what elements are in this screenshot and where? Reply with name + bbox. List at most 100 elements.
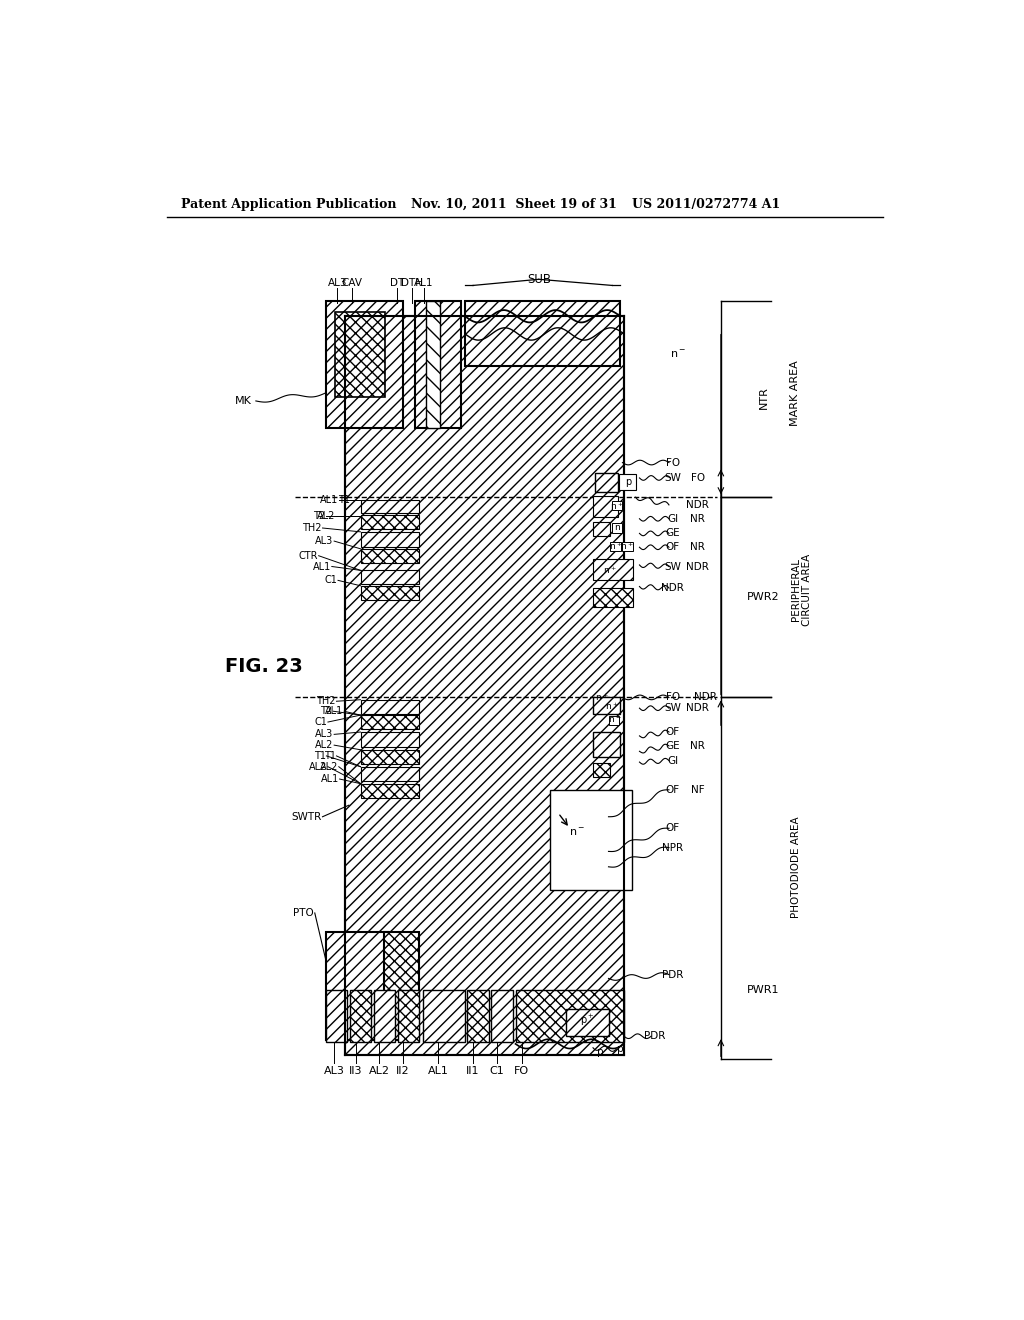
Bar	[426, 301, 440, 428]
Text: OF: OF	[666, 824, 680, 833]
Text: C1: C1	[325, 576, 337, 585]
Text: p: p	[616, 1044, 624, 1055]
Text: OF: OF	[666, 543, 680, 552]
Text: PTO: PTO	[293, 908, 314, 917]
Bar	[326, 990, 347, 1043]
Text: n$^+$: n$^+$	[596, 692, 609, 704]
Text: FO: FO	[690, 473, 705, 483]
Bar	[326, 301, 403, 428]
Text: SW: SW	[665, 473, 681, 483]
Text: CAV: CAV	[341, 279, 362, 288]
Bar	[492, 990, 513, 1043]
Text: AL3: AL3	[324, 1065, 345, 1076]
Bar	[360, 767, 419, 780]
Bar	[467, 990, 489, 1043]
Text: FO: FO	[666, 458, 680, 467]
Text: AL1: AL1	[428, 1065, 449, 1076]
Text: AL1: AL1	[415, 279, 434, 288]
Bar	[397, 990, 420, 1043]
Text: NDR: NDR	[686, 561, 709, 572]
Bar	[593, 521, 610, 536]
Text: AL3: AL3	[315, 536, 334, 546]
Text: GI: GI	[668, 755, 678, 766]
Text: CIRCUIT AREA: CIRCUIT AREA	[802, 553, 812, 626]
Text: AL2: AL2	[319, 762, 338, 772]
Text: CTR: CTR	[298, 550, 317, 561]
Text: PDR: PDR	[663, 970, 683, 979]
Text: n$^+$: n$^+$	[605, 700, 618, 711]
Text: AL2: AL2	[309, 762, 328, 772]
Text: AL1: AL1	[321, 774, 339, 784]
Text: p: p	[625, 477, 631, 487]
Bar	[593, 697, 621, 714]
Bar	[593, 589, 633, 607]
Text: DT: DT	[390, 279, 404, 288]
Bar	[360, 784, 419, 797]
Bar	[360, 733, 419, 747]
Text: p: p	[597, 1047, 604, 1056]
Text: FO: FO	[666, 693, 680, 702]
Bar	[360, 532, 419, 548]
Text: PERIPHERAL: PERIPHERAL	[792, 558, 801, 622]
Text: T1: T1	[313, 751, 326, 760]
Text: AL3: AL3	[315, 730, 334, 739]
Text: T1: T1	[324, 751, 336, 760]
Text: GE: GE	[666, 528, 680, 539]
Bar	[423, 990, 465, 1043]
Bar	[611, 524, 623, 533]
Text: II1: II1	[466, 1065, 479, 1076]
Text: AL2: AL2	[315, 741, 334, 750]
Text: FIG. 23: FIG. 23	[225, 657, 303, 676]
Text: GE: GE	[666, 741, 680, 751]
Text: SWTR: SWTR	[292, 812, 322, 822]
Text: AL1: AL1	[326, 706, 343, 717]
Text: TH2: TH2	[302, 523, 322, 533]
Text: GI: GI	[668, 513, 678, 524]
Text: DTH: DTH	[401, 279, 424, 288]
Bar	[608, 715, 620, 725]
Text: T2: T2	[312, 511, 325, 520]
Text: OF: OF	[666, 727, 680, 737]
Text: n$^+$: n$^+$	[603, 565, 616, 577]
Text: NPR: NPR	[663, 842, 683, 853]
Bar	[566, 1010, 608, 1036]
Text: NDR: NDR	[694, 693, 717, 702]
Text: C1: C1	[314, 717, 328, 727]
Text: TH2: TH2	[316, 696, 336, 706]
Text: AL1: AL1	[319, 495, 338, 506]
Bar	[360, 549, 419, 562]
Text: SW: SW	[665, 704, 681, 713]
Bar	[374, 990, 395, 1043]
Text: AL3: AL3	[328, 279, 347, 288]
Text: II3: II3	[349, 1065, 362, 1076]
Bar	[415, 301, 461, 428]
Bar	[360, 700, 419, 714]
Text: n$^-$: n$^-$	[569, 826, 586, 838]
Text: NR: NR	[690, 513, 706, 524]
Text: SUB: SUB	[526, 273, 551, 286]
Text: n$^+$: n$^+$	[610, 500, 624, 512]
Bar	[610, 543, 621, 552]
Bar	[326, 932, 388, 1040]
Text: II2: II2	[396, 1065, 410, 1076]
Text: Nov. 10, 2011  Sheet 19 of 31: Nov. 10, 2011 Sheet 19 of 31	[411, 198, 616, 211]
Text: C1: C1	[489, 1065, 504, 1076]
Text: NDR: NDR	[686, 500, 709, 510]
Bar	[384, 932, 419, 1040]
Text: n$^+$: n$^+$	[621, 541, 634, 552]
Bar	[593, 733, 621, 756]
Text: NDR: NDR	[662, 583, 684, 593]
Bar	[611, 502, 623, 511]
Bar	[360, 586, 419, 599]
Text: PDR: PDR	[644, 1031, 666, 1041]
Text: n$^-$: n$^-$	[608, 715, 622, 725]
Bar	[360, 499, 419, 513]
Text: NTR: NTR	[759, 385, 768, 408]
Text: PWR1: PWR1	[748, 985, 779, 995]
Bar	[595, 473, 617, 492]
Text: NR: NR	[690, 741, 706, 751]
Bar	[622, 543, 633, 552]
Text: n: n	[614, 524, 620, 532]
Bar	[620, 474, 636, 490]
Text: n$^+$: n$^+$	[608, 541, 623, 552]
